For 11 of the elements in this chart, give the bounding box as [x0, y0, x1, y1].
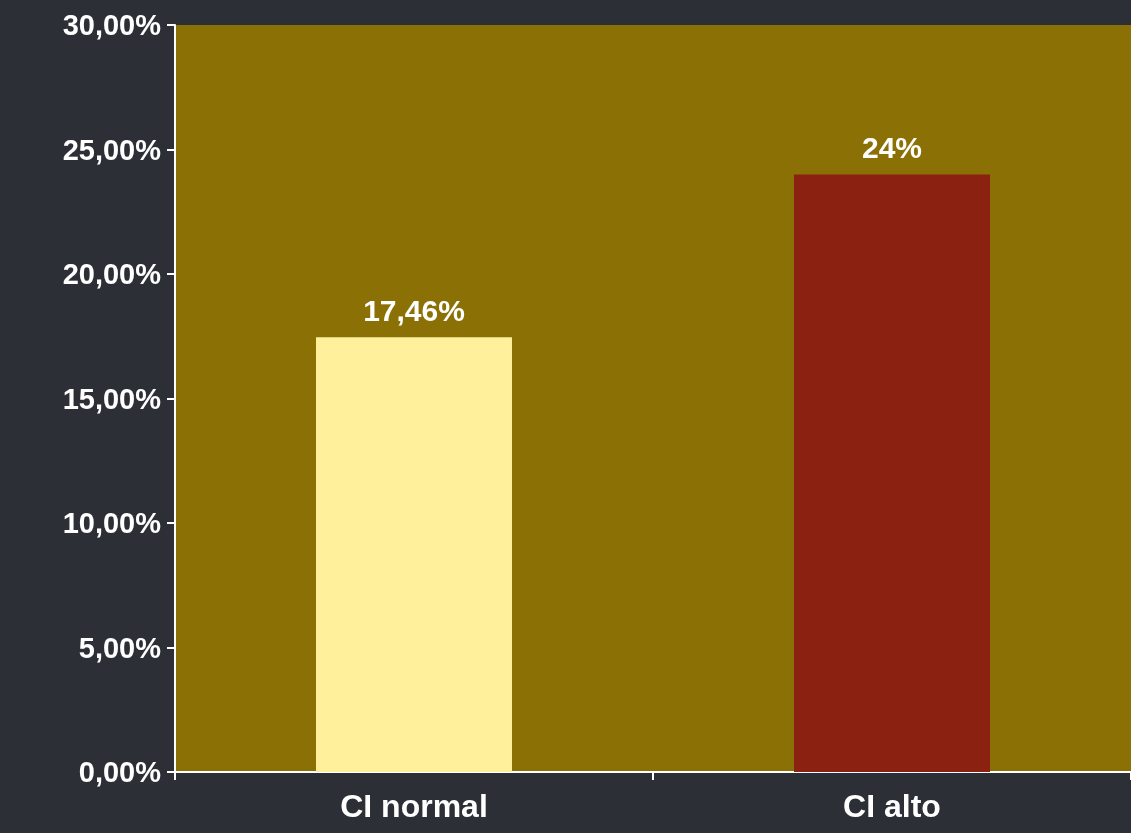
- y-tick-label: 30,00%: [62, 9, 162, 41]
- x-tick-label: CI alto: [843, 788, 941, 824]
- x-tick-label: CI normal: [340, 788, 488, 824]
- y-tick-label: 10,00%: [62, 507, 162, 539]
- data-label: 24%: [861, 130, 923, 164]
- y-tick-label: 5,00%: [78, 631, 162, 664]
- y-tick-label: 20,00%: [62, 258, 162, 290]
- y-tick-label: 0,00%: [78, 756, 162, 788]
- y-tick-label: 25,00%: [62, 133, 162, 166]
- y-tick-label: 15,00%: [62, 382, 162, 415]
- data-label: 17,46%: [363, 293, 465, 327]
